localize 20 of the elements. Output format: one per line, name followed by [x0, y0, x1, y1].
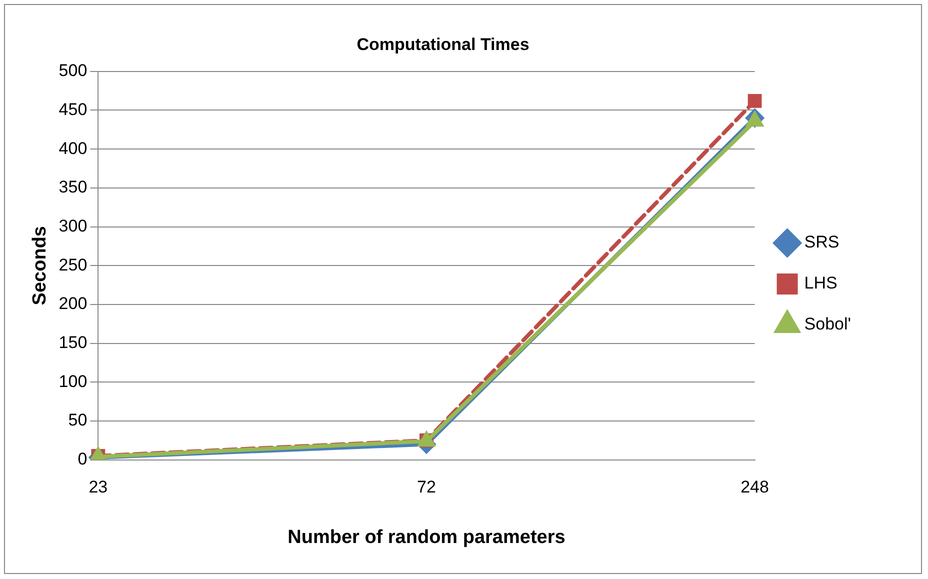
y-tick-label: 400 — [58, 138, 88, 158]
x-axis-title: Number of random parameters — [288, 526, 566, 548]
legend-label: Sobol' — [804, 314, 852, 334]
x-tick-label: 248 — [740, 478, 769, 497]
y-axis-title: Seconds — [30, 226, 51, 306]
y-tick-label: 200 — [58, 294, 88, 314]
y-tick-label: 500 — [58, 61, 88, 80]
x-tick-label: 23 — [88, 478, 108, 497]
y-tick-label: 150 — [58, 332, 88, 352]
y-tick-label: 50 — [68, 410, 88, 430]
x-tick-label: 72 — [417, 478, 436, 497]
y-tick-label: 300 — [58, 216, 88, 236]
y-tick-label: 250 — [58, 255, 88, 274]
y-tick-label: 0 — [78, 449, 88, 468]
y-tick-label: 100 — [58, 372, 88, 391]
legend-label: LHS — [804, 274, 838, 293]
chart-title: Computational Times — [356, 34, 530, 54]
y-tick-label: 350 — [58, 178, 88, 197]
y-tick-label: 450 — [58, 100, 88, 119]
legend-label: SRS — [804, 232, 840, 252]
